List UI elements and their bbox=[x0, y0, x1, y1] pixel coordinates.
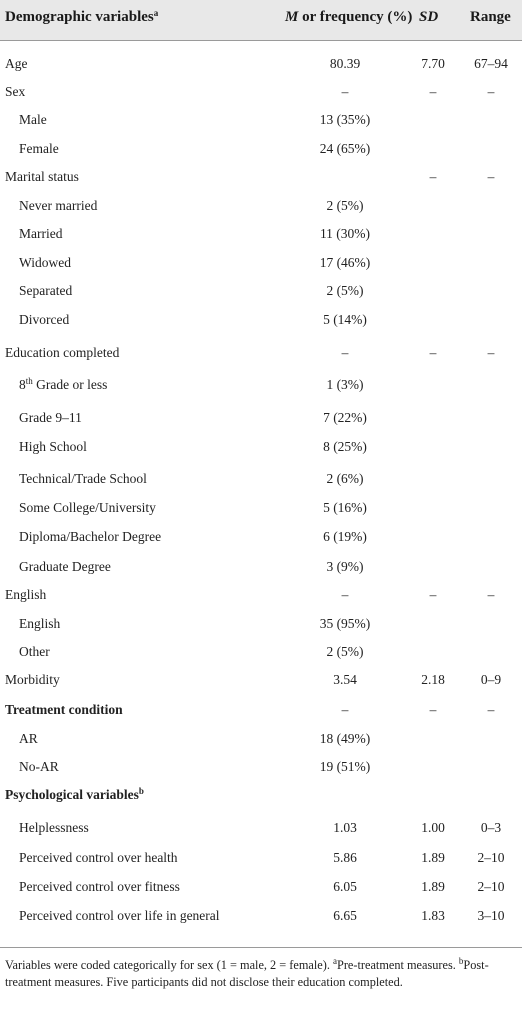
sd-value: – bbox=[429, 702, 437, 717]
row-label-marital-status: Marital status bbox=[5, 169, 79, 184]
m-value: 17 (46%) bbox=[319, 255, 371, 270]
row-label-ar: AR bbox=[19, 731, 38, 746]
row-label-female: Female bbox=[19, 141, 59, 156]
m-value: 24 (65%) bbox=[319, 141, 371, 156]
row-label-married: Married bbox=[19, 226, 63, 241]
row-label-widowed: Widowed bbox=[19, 255, 71, 270]
range-value: – bbox=[487, 702, 495, 717]
m-value: 2 (5%) bbox=[326, 644, 364, 659]
range-value: 3–10 bbox=[477, 908, 505, 923]
sd-value: 1.83 bbox=[421, 908, 445, 923]
row-label-divorced: Divorced bbox=[19, 312, 70, 327]
range-value: 0–3 bbox=[480, 820, 502, 835]
m-value: 8 (25%) bbox=[323, 439, 367, 454]
row-label-diploma-bachelor-degree: Diploma/Bachelor Degree bbox=[19, 529, 162, 544]
row-label-perceived-control-over-fitness: Perceived control over fitness bbox=[19, 879, 180, 894]
row-label-some-college-university: Some College/University bbox=[19, 500, 156, 515]
row-label-perceived-control-over-life-in-general: Perceived control over life in general bbox=[19, 908, 220, 923]
header-m-frequency: M or frequency (%) bbox=[285, 9, 413, 25]
m-value: 19 (51%) bbox=[319, 759, 371, 774]
row-label-male: Male bbox=[19, 112, 47, 127]
m-value: 3.54 bbox=[333, 672, 357, 687]
row-label-helplessness: Helplessness bbox=[19, 820, 89, 835]
m-value: 13 (35%) bbox=[319, 112, 371, 127]
row-label-8-grade-or-less: 8th Grade or less bbox=[19, 376, 108, 393]
row-label-separated: Separated bbox=[19, 283, 73, 298]
row-label-grade-9-11: Grade 9–11 bbox=[19, 410, 82, 425]
range-value: – bbox=[487, 345, 495, 360]
m-value: 2 (5%) bbox=[326, 198, 364, 213]
m-value: 1.03 bbox=[333, 820, 357, 835]
sd-value: 1.89 bbox=[421, 879, 445, 894]
range-value: – bbox=[487, 587, 495, 602]
header-sd: SD bbox=[419, 9, 439, 25]
row-label-education-completed: Education completed bbox=[5, 345, 120, 360]
m-value: 6 (19%) bbox=[323, 529, 367, 544]
m-value: 18 (49%) bbox=[319, 731, 371, 746]
row-label-technical-trade-school: Technical/Trade School bbox=[19, 471, 147, 486]
m-value: 11 (30%) bbox=[319, 226, 371, 241]
row-label-no-ar: No-AR bbox=[19, 759, 59, 774]
header-demographic-variables: Demographic variablesa bbox=[5, 8, 159, 26]
row-label-morbidity: Morbidity bbox=[5, 672, 60, 687]
row-label-psychological-variables: Psychological variablesb bbox=[5, 786, 144, 803]
m-value: 80.39 bbox=[329, 56, 361, 71]
header-range: Range bbox=[470, 9, 511, 25]
row-label-english: English bbox=[5, 587, 47, 602]
m-value: 5 (14%) bbox=[323, 312, 367, 327]
sd-value: 1.89 bbox=[421, 850, 445, 865]
m-value: 6.05 bbox=[333, 879, 357, 894]
sd-value: 2.18 bbox=[421, 672, 445, 687]
row-label-perceived-control-over-health: Perceived control over health bbox=[19, 850, 178, 865]
range-value: 67–94 bbox=[474, 56, 508, 71]
table-bottom-rule bbox=[0, 947, 522, 948]
row-label-english: English bbox=[19, 616, 61, 631]
header-divider bbox=[0, 40, 522, 41]
m-value: – bbox=[341, 84, 349, 99]
m-value: 5.86 bbox=[333, 850, 357, 865]
sd-value: – bbox=[429, 587, 437, 602]
range-value: – bbox=[487, 169, 495, 184]
table-header: Demographic variablesa M or frequency (%… bbox=[0, 0, 522, 40]
range-value: 2–10 bbox=[477, 879, 505, 894]
row-label-never-married: Never married bbox=[19, 198, 98, 213]
row-label-sex: Sex bbox=[5, 84, 26, 99]
range-value: 0–9 bbox=[480, 672, 502, 687]
m-value: 2 (5%) bbox=[326, 283, 364, 298]
m-value: – bbox=[341, 702, 349, 717]
sd-value: – bbox=[429, 345, 437, 360]
sd-value: – bbox=[429, 84, 437, 99]
m-value: 3 (9%) bbox=[326, 559, 364, 574]
row-label-age: Age bbox=[5, 56, 28, 71]
row-label-other: Other bbox=[19, 644, 50, 659]
m-value: – bbox=[341, 345, 349, 360]
table-footnote: Variables were coded categorically for s… bbox=[5, 956, 489, 990]
row-label-high-school: High School bbox=[19, 439, 87, 454]
m-value: 6.65 bbox=[333, 908, 357, 923]
m-value: 5 (16%) bbox=[323, 500, 367, 515]
range-value: 2–10 bbox=[477, 850, 505, 865]
m-value: 1 (3%) bbox=[326, 377, 364, 392]
row-label-graduate-degree: Graduate Degree bbox=[19, 559, 111, 574]
m-value: – bbox=[341, 587, 349, 602]
sd-value: 1.00 bbox=[421, 820, 445, 835]
sd-value: – bbox=[429, 169, 437, 184]
range-value: – bbox=[487, 84, 495, 99]
m-value: 7 (22%) bbox=[323, 410, 367, 425]
sd-value: 7.70 bbox=[421, 56, 445, 71]
m-value: 35 (95%) bbox=[319, 616, 371, 631]
m-value: 2 (6%) bbox=[326, 471, 364, 486]
row-label-treatment-condition: Treatment condition bbox=[5, 702, 123, 717]
